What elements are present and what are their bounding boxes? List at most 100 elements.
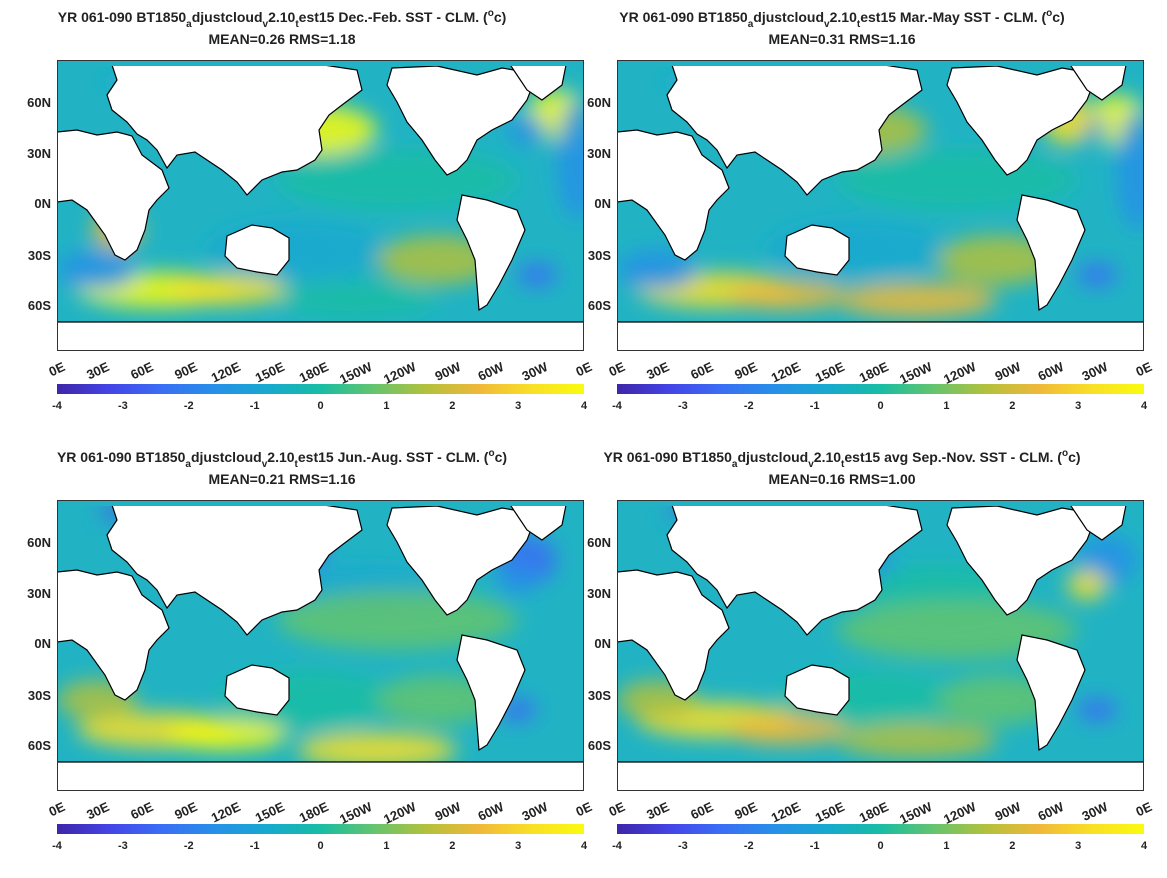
greenland-landmass [506, 60, 568, 101]
panel-title: YR 061-090 BT1850adjustcloudv2.10test15 … [2, 448, 562, 470]
lon-label: 120W [941, 359, 979, 387]
lon-label: 60E [687, 359, 716, 383]
colorbar-tick-label: -4 [612, 400, 622, 412]
colorbar [617, 384, 1144, 394]
title-part-sub2: v [808, 459, 814, 470]
australia-landmass [784, 664, 850, 716]
title-part-title-post: est15 Mar.-May SST - CLM. ( [860, 9, 1047, 25]
lon-label: 180E [296, 359, 331, 386]
eurasia-landmass [106, 60, 363, 196]
lat-label: 30N [587, 586, 611, 601]
lon-label: 60W [475, 359, 507, 384]
colorbar-tick-label: 2 [449, 400, 456, 412]
arctic-landmass [617, 60, 1144, 66]
lat-label: 60N [27, 95, 51, 110]
lat-label: 60S [587, 298, 611, 313]
africa-landmass [57, 129, 170, 261]
lon-label: 30W [1079, 799, 1111, 824]
lon-label: 90E [171, 799, 200, 823]
anomaly-blob [167, 720, 287, 750]
colorbar [617, 824, 1144, 834]
lon-label: 30E [643, 799, 672, 823]
lat-label: 0N [34, 196, 51, 211]
title-part-title-pre: YR 061-090 BT1850 [603, 449, 732, 465]
antarctic-landmass [617, 321, 1144, 351]
title-part-title-end: c) [494, 449, 508, 465]
lon-label: 150W [337, 799, 375, 827]
lon-label: 180E [856, 799, 891, 826]
colorbar-tick-label: -2 [743, 400, 754, 412]
lon-label: 150W [337, 359, 375, 387]
title-part-title-post: est15 Jun.-Aug. SST - CLM. ( [297, 449, 489, 465]
lat-label: 0N [34, 636, 51, 651]
samerica-landmass [456, 634, 526, 752]
anomaly-blob [727, 280, 847, 310]
lon-label: 30W [519, 799, 551, 824]
arctic-landmass [57, 60, 584, 66]
anomaly-blob [497, 565, 537, 595]
australia-landmass [224, 224, 290, 276]
colorbar-tick-label: -4 [52, 400, 62, 412]
title-part-mid2: 2.10 [829, 9, 857, 25]
mean-rms-stats: MEAN=0.21 RMS=1.16 [208, 471, 356, 487]
title-part-title-pre: YR 061-090 BT1850 [57, 9, 187, 25]
title-part-sub2: v [824, 19, 830, 30]
lon-label: 90E [731, 799, 760, 823]
sst-map [617, 500, 1144, 791]
anomaly-blob [837, 600, 1077, 660]
namerica-landmass [946, 505, 1098, 616]
colorbar [57, 824, 584, 834]
colorbar-tick-label: 4 [1140, 840, 1148, 852]
title-part-sub3: t [295, 19, 299, 30]
title-part-sup: o [488, 448, 495, 459]
colorbar-tick-label: -4 [612, 840, 622, 852]
colorbar-tick-label: 0 [317, 840, 324, 852]
anomaly-blob [277, 282, 437, 318]
antarctic-landmass [57, 761, 584, 791]
africa-landmass [617, 129, 730, 261]
colorbar-tick-label: -3 [117, 840, 128, 852]
samerica-landmass [1016, 634, 1086, 752]
sst-map [617, 60, 1144, 351]
lon-label: 120E [769, 359, 804, 386]
eurasia-landmass [666, 500, 923, 636]
title-part-title-pre: YR 061-090 BT1850 [619, 9, 748, 25]
mean-rms-stats: MEAN=0.26 RMS=1.18 [208, 31, 356, 47]
greenland-landmass [506, 500, 568, 541]
lon-label: 90E [731, 359, 760, 383]
colorbar [57, 384, 584, 394]
lon-label: 30E [643, 359, 672, 383]
eurasia-landmass [106, 500, 363, 636]
sst-map [57, 500, 584, 791]
title-part-title-end: c) [1052, 9, 1065, 25]
lat-label: 30S [587, 688, 611, 703]
arctic-landmass [617, 500, 1144, 506]
lat-label: 60N [587, 535, 611, 550]
namerica-landmass [946, 65, 1098, 176]
lon-label: 150E [813, 359, 847, 386]
sst-map [57, 60, 584, 351]
lon-label: 120E [769, 799, 804, 826]
colorbar-tick-label: 3 [1075, 840, 1082, 852]
title-part-title-pre: YR 061-090 BT1850 [56, 449, 186, 465]
title-part-sub2: v [261, 459, 268, 470]
lon-label: 60W [1035, 799, 1067, 824]
colorbar-tick-label: -1 [809, 400, 820, 412]
lon-label: 180E [856, 359, 891, 386]
title-part-sub3: t [841, 459, 845, 470]
australia-landmass [224, 664, 290, 716]
anomaly-blob [517, 263, 557, 287]
eurasia-landmass [666, 60, 923, 196]
lat-label: 30N [587, 146, 611, 161]
title-part-sup: o [1061, 448, 1069, 459]
anomaly-blob [937, 235, 1057, 285]
map-frame [617, 60, 1144, 351]
greenland-landmass [1066, 500, 1128, 541]
samerica-landmass [456, 194, 526, 312]
lon-label: 60E [127, 359, 156, 383]
colorbar-tick-label: 2 [1009, 840, 1016, 852]
colorbar-tick-label: 4 [1140, 400, 1148, 412]
title-part-mid: djustcloud [190, 449, 262, 465]
antarctic-landmass [57, 321, 584, 351]
lat-label: 30N [27, 586, 51, 601]
